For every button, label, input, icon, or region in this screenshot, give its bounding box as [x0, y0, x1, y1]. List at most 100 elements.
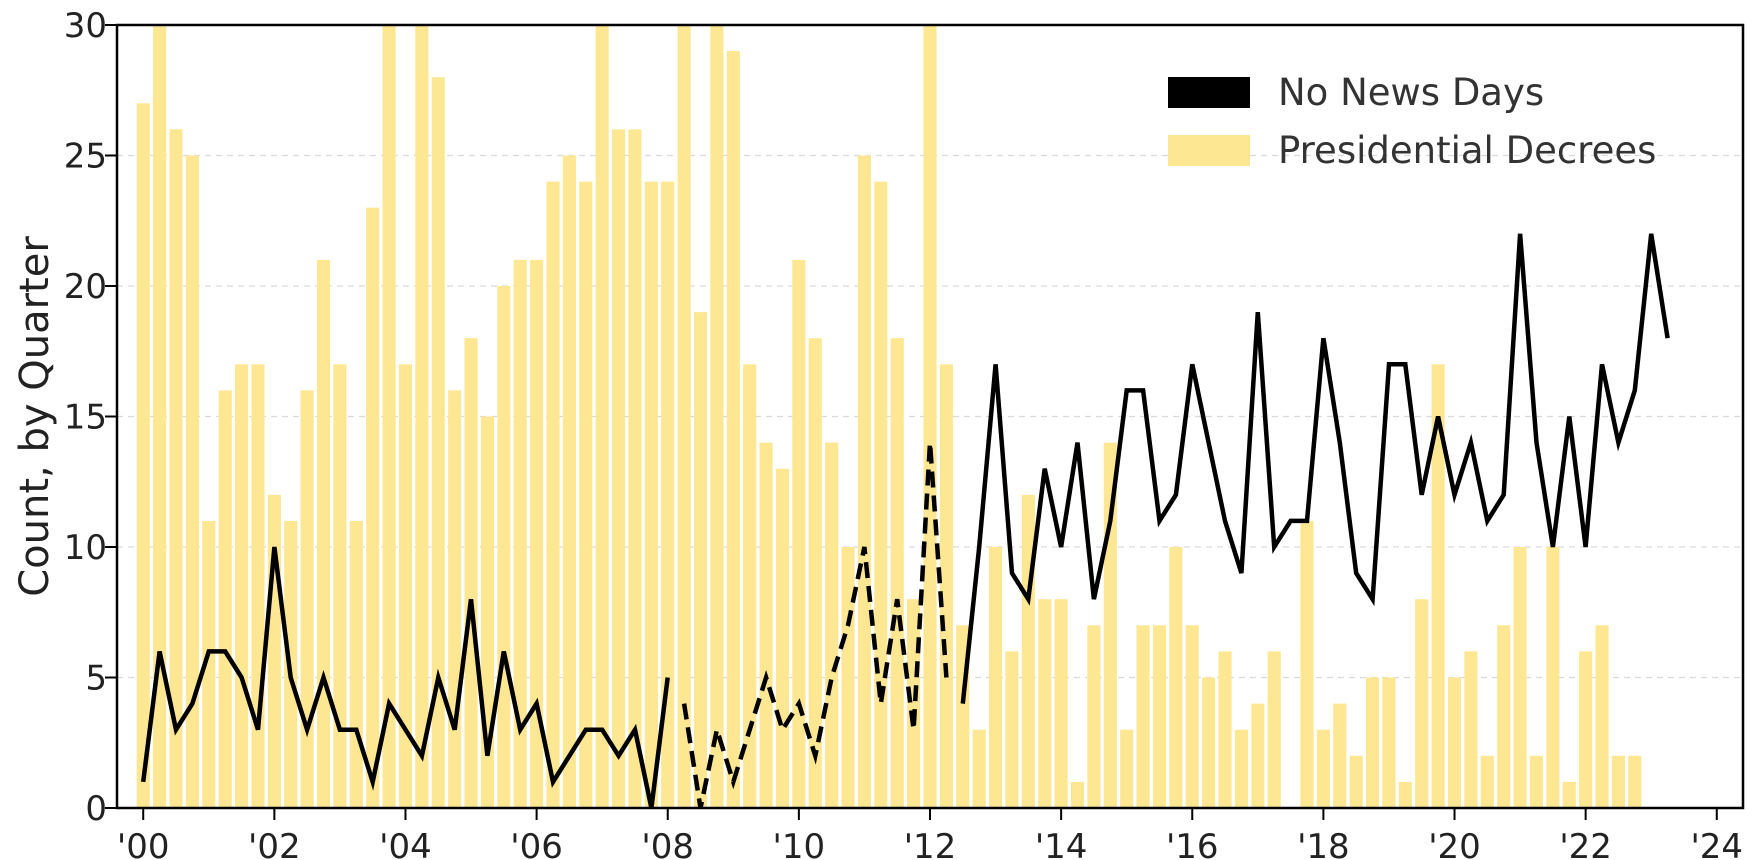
bar: [136, 103, 150, 809]
bar: [825, 442, 839, 808]
bar: [1366, 677, 1380, 808]
bar: [1628, 755, 1642, 808]
bar: [595, 25, 609, 808]
bar: [1333, 703, 1347, 808]
bar: [989, 547, 1003, 808]
y-tick-label: 30: [64, 6, 107, 46]
bar: [235, 364, 249, 808]
bar: [218, 390, 232, 808]
bar: [153, 25, 167, 808]
bar: [743, 364, 757, 808]
bar: [300, 390, 314, 808]
bar: [1579, 651, 1593, 808]
bar: [464, 338, 478, 808]
bar: [448, 390, 462, 808]
bar: [808, 338, 822, 808]
y-axis: 0 5 10 15 20 25 30: [64, 6, 117, 829]
bar: [1316, 729, 1330, 808]
bar: [775, 468, 790, 808]
bar: [612, 129, 626, 808]
x-tick-label: '22: [1559, 827, 1612, 860]
bar: [398, 364, 413, 808]
bar: [1152, 625, 1167, 808]
bar: [1251, 703, 1265, 808]
legend-label-presidential-decrees: Presidential Decrees: [1278, 129, 1656, 172]
bar: [1529, 755, 1544, 808]
bar: [628, 129, 642, 808]
bar: [693, 312, 708, 808]
bar: [530, 259, 544, 808]
bar: [1513, 547, 1527, 808]
bar: [1005, 651, 1019, 808]
bar: [497, 286, 511, 808]
line-segment-dashed: [681, 442, 949, 809]
y-tick-label: 10: [64, 528, 107, 568]
bar: [267, 494, 281, 808]
bar: [1234, 729, 1248, 808]
x-tick-label: '20: [1428, 827, 1481, 860]
bar: [1398, 781, 1412, 808]
bar: [1021, 494, 1035, 808]
bar: [1070, 781, 1085, 808]
bar: [907, 599, 921, 808]
x-tick-label: '10: [773, 827, 826, 860]
x-tick-label: '04: [379, 827, 432, 860]
bar: [1480, 755, 1494, 808]
bar: [1087, 625, 1101, 808]
x-tick-label: '24: [1690, 827, 1743, 860]
bar: [1464, 651, 1478, 808]
bar: [1431, 364, 1445, 808]
bar: [1611, 755, 1625, 808]
legend: No News Days Presidential Decrees: [1168, 71, 1656, 172]
bar: [1120, 729, 1134, 808]
y-tick-label: 0: [85, 789, 107, 829]
bar: [1202, 677, 1216, 808]
x-axis: '00 '02 '04 '06 '08 '10 '12 '14 '16 '18 '20 '22 '24: [117, 808, 1743, 860]
bar: [792, 259, 806, 808]
bar: [1349, 755, 1363, 808]
bar: [562, 155, 576, 808]
bar: [513, 259, 527, 808]
y-tick-label: 5: [85, 659, 107, 699]
bar: [333, 364, 347, 808]
legend-swatch-presidential-decrees: [1168, 135, 1250, 166]
x-tick-label: '06: [510, 827, 563, 860]
bar: [1169, 547, 1183, 808]
x-tick-label: '08: [641, 827, 694, 860]
bar: [349, 520, 363, 808]
bar: [841, 547, 855, 808]
bar: [1595, 625, 1609, 808]
bar-series-presidential-decrees: [136, 25, 1642, 809]
bar: [1038, 599, 1052, 808]
bar: [1267, 651, 1281, 808]
bar: [1218, 651, 1232, 808]
bar: [251, 364, 265, 808]
y-axis-title: Count, by Quarter: [12, 236, 58, 597]
bar: [972, 729, 986, 808]
bar: [415, 25, 429, 808]
x-tick-label: '00: [117, 827, 170, 860]
bar: [890, 338, 904, 808]
bar: [644, 181, 658, 809]
bar: [1382, 677, 1396, 808]
bar: [710, 25, 724, 808]
x-tick-label: '14: [1035, 827, 1088, 860]
bar: [874, 181, 888, 809]
bar: [1054, 599, 1068, 808]
bar: [316, 259, 331, 808]
bar: [1562, 781, 1576, 808]
y-tick-label: 25: [64, 137, 107, 177]
bar: [579, 181, 593, 809]
y-tick-label: 20: [64, 267, 107, 307]
bar: [169, 129, 183, 808]
bar: [185, 155, 199, 808]
bar: [661, 181, 675, 809]
bar: [431, 77, 445, 808]
bar: [677, 25, 691, 808]
x-tick-label: '12: [904, 827, 957, 860]
y-tick-label: 15: [64, 398, 107, 438]
bar: [1136, 625, 1150, 808]
bar: [366, 207, 380, 808]
x-tick-label: '18: [1297, 827, 1350, 860]
